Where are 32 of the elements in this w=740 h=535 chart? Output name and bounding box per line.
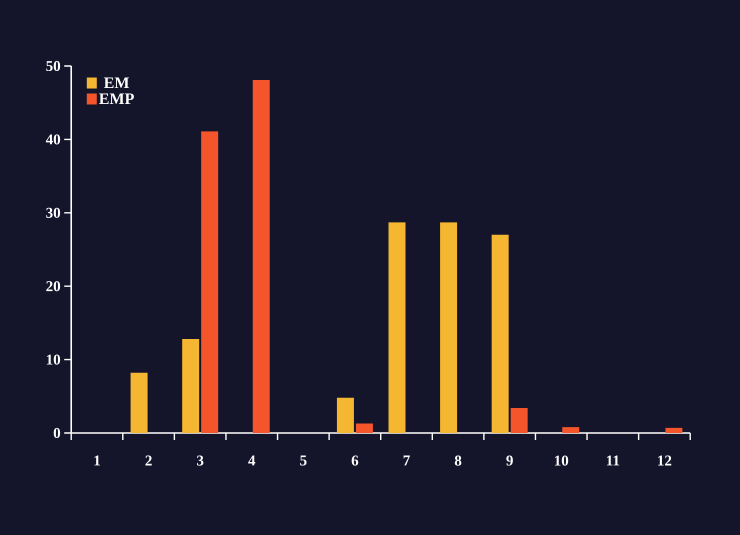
y-tick-label: 30 xyxy=(46,208,60,218)
x-tick-label: 7 xyxy=(404,456,410,466)
bar xyxy=(182,339,200,433)
bar xyxy=(562,427,580,433)
x-tick-label: 10 xyxy=(554,456,568,466)
legend-label: EMP xyxy=(99,94,134,104)
bar xyxy=(252,80,270,433)
x-tick-label: 4 xyxy=(248,456,256,466)
x-tick-label: 6 xyxy=(352,456,358,466)
x-tick-label: 1 xyxy=(94,456,100,466)
y-tick-label: 0 xyxy=(54,428,60,438)
bar xyxy=(492,234,509,433)
bar xyxy=(440,222,458,433)
bar xyxy=(130,372,148,433)
x-tick-label: 9 xyxy=(506,456,513,466)
y-tick-label: 50 xyxy=(46,60,60,72)
legend-label: EM xyxy=(104,78,129,88)
y-tick-label: 10 xyxy=(46,354,60,365)
bar xyxy=(356,423,373,433)
bar xyxy=(388,222,406,433)
x-tick-label: 11 xyxy=(606,456,620,466)
x-tick-label: 8 xyxy=(454,456,462,466)
x-tick-label: 3 xyxy=(196,456,204,466)
bar xyxy=(336,398,354,433)
x-tick-label: 2 xyxy=(145,456,152,466)
bar xyxy=(665,428,682,433)
bar xyxy=(510,408,528,433)
bar xyxy=(201,131,218,433)
x-tick-label: 12 xyxy=(658,456,672,466)
x-tick-label: 5 xyxy=(300,456,307,466)
y-tick-label: 40 xyxy=(46,134,60,144)
y-tick-label: 20 xyxy=(46,281,60,292)
